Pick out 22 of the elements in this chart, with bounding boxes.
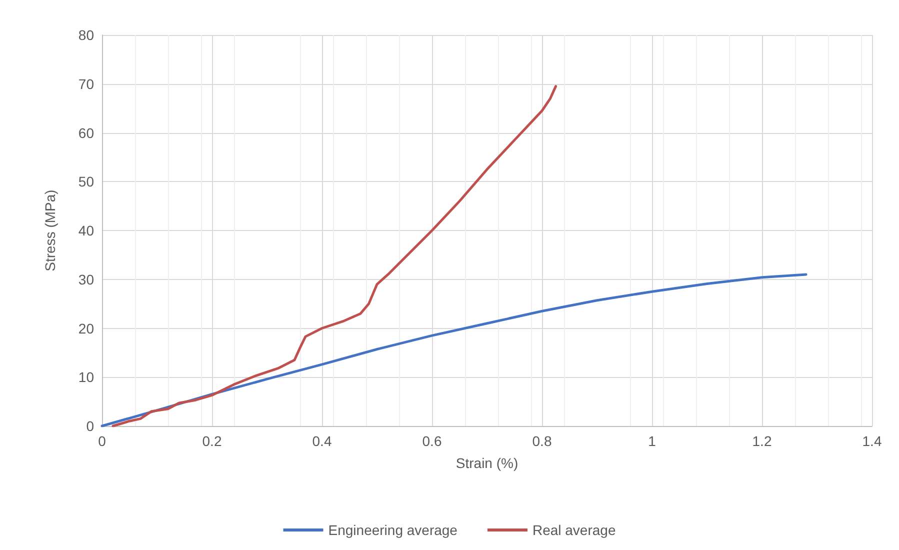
x-tick-label: 0.8	[532, 433, 552, 449]
y-tick-label: 80	[78, 27, 94, 43]
line-series	[112, 85, 557, 428]
y-tick-label: 50	[78, 174, 94, 190]
x-tick-label: 0	[98, 433, 106, 449]
y-tick-label: 60	[78, 124, 94, 141]
y-axis-title: Stress (MPa)	[42, 190, 58, 272]
x-tick-label: 0.4	[312, 433, 332, 449]
x-tick-label: 1	[648, 433, 656, 449]
y-tick-label: 20	[78, 320, 94, 336]
y-tick-label: 0	[86, 418, 94, 434]
legend-label: Engineering average	[328, 522, 458, 538]
x-tick-label: 1.4	[862, 433, 882, 449]
y-tick-label: 70	[78, 76, 94, 92]
x-tick-label: 0.2	[202, 433, 222, 449]
x-tick-label: 1.2	[752, 433, 772, 449]
x-axis-title: Strain (%)	[456, 455, 518, 471]
y-tick-label: 30	[78, 271, 94, 288]
legend-label: Real average	[532, 522, 616, 538]
y-tick-label: 40	[78, 222, 94, 238]
y-tick-label: 10	[78, 369, 94, 386]
x-tick-label: 0.6	[422, 433, 442, 449]
